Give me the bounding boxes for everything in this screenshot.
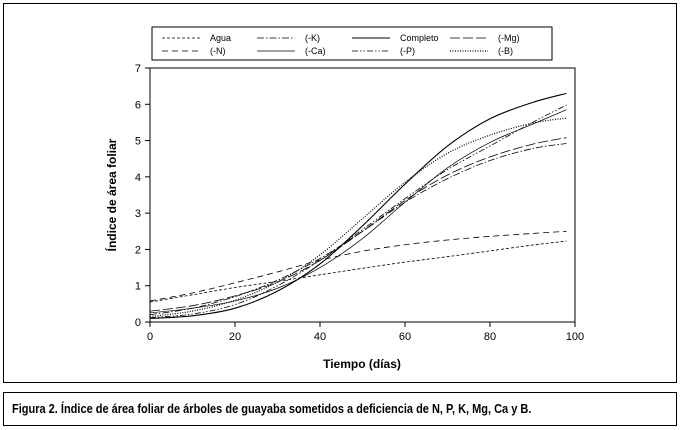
x-tick-label: 100: [566, 331, 584, 343]
legend-label: (-P): [400, 46, 415, 56]
chart: Agua (-K) Completo (-Mg) (-N) (-Ca) (-P) (-B) 0…: [104, 26, 584, 371]
x-tick-label: 0: [147, 331, 153, 343]
series-line-6: [149, 109, 567, 314]
y-tick-label: 4: [135, 172, 141, 184]
legend-label: (-Mg): [498, 33, 520, 43]
y-axis: 0 1 2 3 4 5 6 7: [135, 63, 150, 329]
x-axis: 0 20 40 60 80 100: [147, 322, 584, 343]
legend-label: (-Ca): [305, 46, 326, 56]
y-tick-label: 5: [135, 136, 141, 148]
x-axis-title: Tiempo (días): [323, 357, 401, 371]
y-tick-label: 1: [135, 281, 141, 293]
y-tick-label: 6: [135, 99, 141, 111]
legend: Agua (-K) Completo (-Mg) (-N) (-Ca) (-P) (-B): [162, 33, 520, 56]
y-tick-label: 7: [135, 63, 141, 75]
y-axis-title: Índice de área foliar: [104, 138, 119, 251]
caption-box: Figura 2. Índice de área foliar de árbol…: [3, 392, 677, 426]
series-line-5: [149, 230, 567, 302]
plot-area: [149, 67, 576, 323]
y-tick-label: 0: [135, 317, 141, 329]
series-line-7: [149, 104, 567, 319]
x-tick-label: 40: [314, 331, 326, 343]
x-tick-label: 60: [399, 331, 411, 343]
x-tick-label: 20: [229, 331, 241, 343]
x-tick-label: 80: [484, 331, 496, 343]
series-lines: [149, 92, 567, 319]
legend-label: (-N): [210, 46, 226, 56]
y-tick-label: 2: [135, 244, 141, 256]
series-line-8: [149, 117, 567, 318]
series-line-4: [149, 137, 567, 312]
legend-box: [151, 26, 553, 61]
series-line-3: [149, 92, 567, 319]
legend-label: (-B): [498, 46, 513, 56]
legend-label: Completo: [400, 33, 439, 43]
figure-caption: Figura 2. Índice de área foliar de árbol…: [12, 402, 532, 416]
legend-label: Agua: [210, 33, 231, 43]
y-tick-label: 3: [135, 208, 141, 220]
series-line-1: [149, 240, 567, 303]
legend-label: (-K): [305, 33, 320, 43]
figure-frame: [3, 3, 677, 383]
